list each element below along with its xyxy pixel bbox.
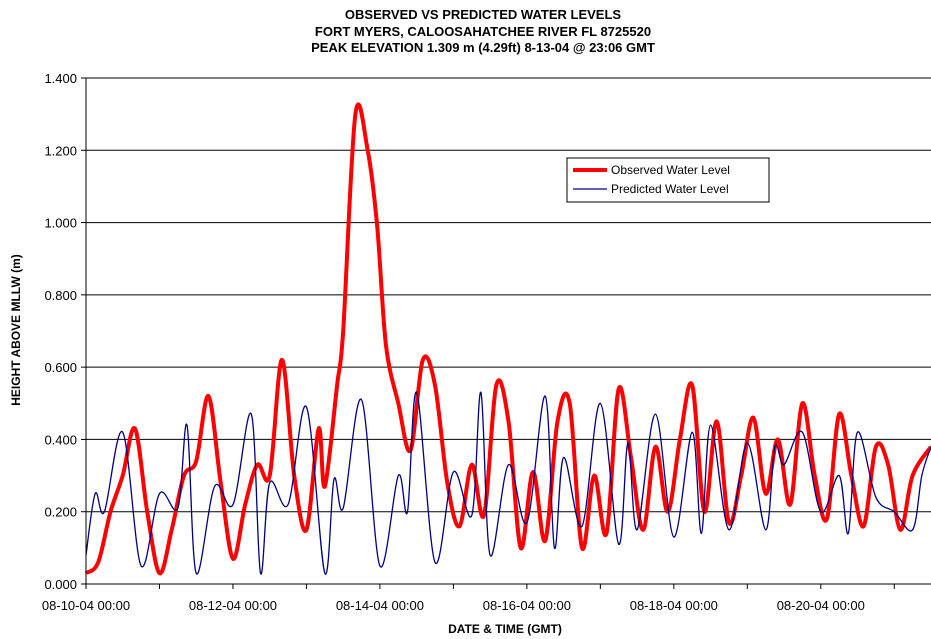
y-tick-label: 1.000 xyxy=(44,216,77,231)
y-tick-label: 0.400 xyxy=(44,432,77,447)
x-tick-label: 08-20-04 00:00 xyxy=(777,598,865,613)
y-tick-label: 0.200 xyxy=(44,505,77,520)
y-tick-label: 0.600 xyxy=(44,360,77,375)
axes xyxy=(81,77,931,589)
legend: Observed Water Level Predicted Water Leve… xyxy=(566,157,770,203)
legend-label: Observed Water Level xyxy=(611,163,730,177)
x-tick-label: 08-10-04 00:00 xyxy=(42,598,130,613)
y-tick-label: 1.400 xyxy=(44,71,77,86)
x-axis-label: DATE & TIME (GMT) xyxy=(448,622,562,636)
observed-water-level-line xyxy=(84,102,931,576)
x-tick-label: 08-14-04 00:00 xyxy=(336,598,424,613)
predicted-water-level-line xyxy=(85,391,931,575)
x-tick-label: 08-16-04 00:00 xyxy=(483,598,571,613)
x-tick-label: 08-18-04 00:00 xyxy=(630,598,718,613)
series-group xyxy=(84,102,931,576)
legend-label: Predicted Water Level xyxy=(611,182,729,196)
y-axis-label: HEIGHT ABOVE MLLW (m) xyxy=(9,254,23,406)
y-tick-label: 0.000 xyxy=(44,577,77,592)
title-line-3: PEAK ELEVATION 1.309 m (4.29ft) 8-13-04 … xyxy=(311,40,655,55)
title-line-1: OBSERVED VS PREDICTED WATER LEVELS xyxy=(345,7,622,22)
y-tick-label: 1.200 xyxy=(44,143,77,158)
x-tick-label: 08-12-04 00:00 xyxy=(189,598,277,613)
legend-box xyxy=(566,157,770,203)
title-line-2: FORT MYERS, CALOOSAHATCHEE RIVER FL 8725… xyxy=(315,24,651,39)
y-tick-label: 0.800 xyxy=(44,288,77,303)
tick-labels: 0.000 0.200 0.400 0.600 0.800 1.000 1.200 1.400… xyxy=(42,71,865,613)
chart-title: OBSERVED VS PREDICTED WATER LEVELS FORT … xyxy=(311,7,655,55)
gridlines xyxy=(86,77,931,513)
